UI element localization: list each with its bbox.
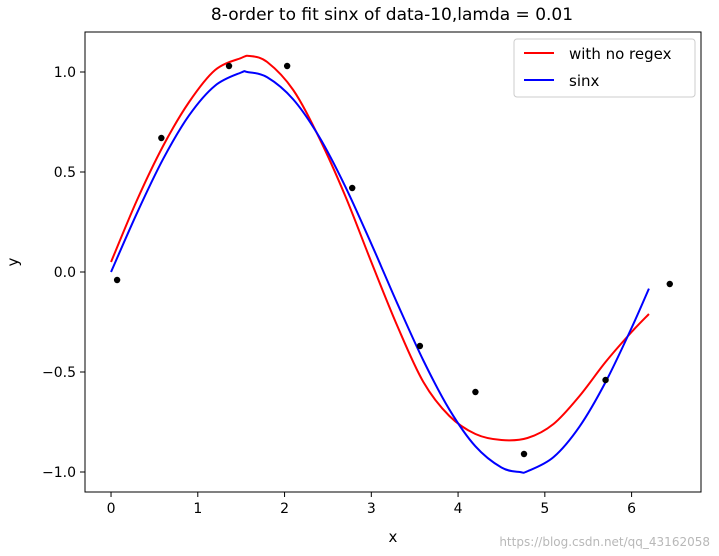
x-tick-label: 4 bbox=[454, 501, 463, 517]
y-tick-label: 1.0 bbox=[54, 65, 76, 81]
x-tick-label: 5 bbox=[540, 501, 549, 517]
watermark-text: https://blog.csdn.net/qq_43162058 bbox=[499, 535, 710, 549]
series-line-with-no-regex bbox=[110, 54, 650, 442]
data-point bbox=[520, 450, 528, 458]
series-lines bbox=[110, 54, 650, 474]
x-tick-label: 6 bbox=[627, 501, 636, 517]
x-tick-label: 3 bbox=[367, 501, 376, 517]
legend: with no regex sinx bbox=[513, 38, 696, 98]
legend-box bbox=[513, 38, 696, 98]
y-tick-label: 0.5 bbox=[54, 165, 76, 181]
y-tick-label: −1.0 bbox=[42, 465, 76, 481]
data-point bbox=[416, 342, 424, 350]
x-tick-label: 0 bbox=[107, 501, 116, 517]
data-point bbox=[158, 134, 165, 142]
axis-ticks: 0 1 2 3 4 5 6 −1.0 −0.5 0.0 0.5 1.0 bbox=[42, 65, 636, 517]
y-axis-label: y bbox=[4, 257, 22, 266]
x-tick-label: 2 bbox=[280, 501, 289, 517]
x-tick-label: 1 bbox=[193, 501, 202, 517]
plot-area bbox=[84, 31, 702, 493]
legend-label-with-no-regex: with no regex bbox=[569, 45, 672, 63]
chart-title: 8-order to fit sinx of data-10,lamda = 0… bbox=[211, 5, 573, 25]
series-line-sinx bbox=[110, 70, 650, 474]
data-point bbox=[472, 388, 479, 396]
data-point bbox=[283, 62, 291, 70]
data-point bbox=[666, 280, 673, 288]
y-tick-label: 0.0 bbox=[54, 265, 76, 281]
data-point bbox=[225, 62, 233, 70]
data-point bbox=[602, 376, 609, 384]
data-points bbox=[113, 62, 673, 458]
data-point bbox=[349, 184, 356, 192]
y-tick-label: −0.5 bbox=[42, 365, 76, 381]
x-axis-label: x bbox=[389, 528, 398, 546]
legend-label-sinx: sinx bbox=[569, 72, 599, 90]
data-point bbox=[113, 276, 121, 284]
